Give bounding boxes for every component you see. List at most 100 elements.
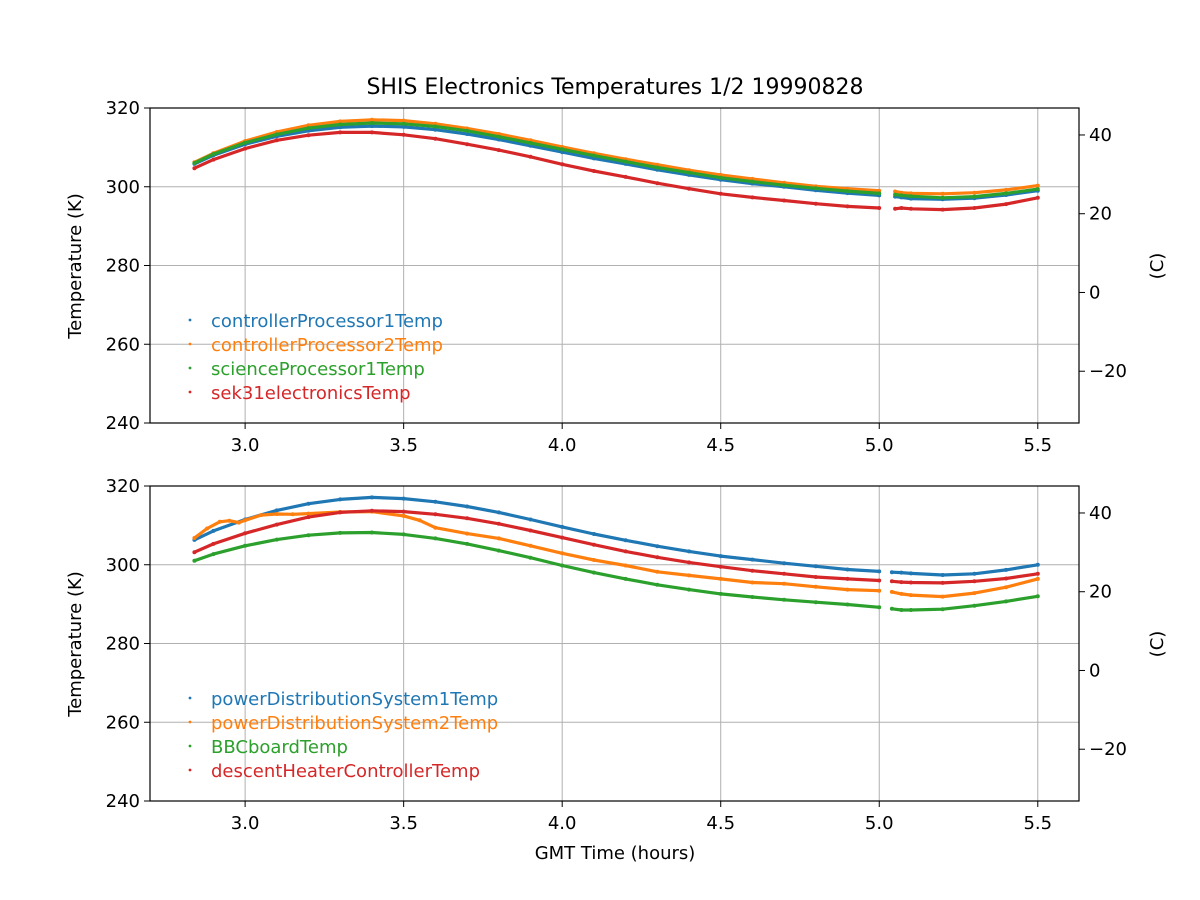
bottom-y-axis-label: Temperature (K) (65, 571, 86, 718)
data-point (338, 510, 343, 515)
data-point (465, 504, 470, 509)
data-point (687, 573, 691, 578)
data-point (845, 587, 850, 592)
data-point (940, 191, 945, 196)
top-y2-axis-label: (C) (1147, 253, 1168, 280)
data-point (909, 191, 913, 196)
y2-tick-label: 0 (1089, 282, 1100, 303)
data-point (243, 140, 248, 145)
data-point (528, 555, 533, 560)
data-point (211, 552, 216, 557)
data-point (192, 550, 197, 555)
data-point (306, 123, 311, 128)
data-point (623, 174, 628, 179)
data-point (591, 558, 596, 562)
data-point (274, 537, 279, 542)
data-point (877, 206, 882, 210)
data-point (750, 179, 755, 184)
data-point (1035, 576, 1040, 581)
data-point (909, 608, 913, 612)
data-point (718, 172, 723, 177)
data-point (750, 595, 755, 599)
top-legend: controllerProcessor1Temp controllerProces… (188, 311, 443, 404)
data-point (813, 584, 818, 589)
legend-label: controllerProcessor1Temp (211, 311, 443, 332)
x-tick-label: 5.0 (865, 813, 894, 834)
data-point (369, 508, 374, 513)
y-tick-label: 240 (106, 791, 140, 812)
y-tick-label: 260 (106, 334, 140, 355)
x-tick-label: 4.0 (548, 435, 577, 456)
data-point (528, 528, 533, 533)
data-point (369, 495, 374, 500)
data-point (687, 587, 691, 592)
data-point (1035, 187, 1040, 192)
data-point (845, 567, 850, 572)
data-point (877, 588, 882, 593)
data-point (909, 206, 913, 211)
data-point (338, 119, 343, 124)
data-point (211, 541, 216, 546)
legend-marker (188, 342, 192, 346)
data-point (940, 573, 945, 577)
data-point (718, 191, 723, 196)
data-point (877, 605, 882, 610)
data-point (782, 561, 787, 566)
data-point (306, 133, 311, 138)
data-point (528, 141, 533, 145)
y2-tick-label: 40 (1089, 125, 1112, 146)
series-sek31electronicsTemp (192, 130, 1040, 212)
data-point (496, 134, 501, 139)
data-point (211, 528, 216, 533)
data-point (813, 575, 818, 579)
data-point (889, 589, 894, 594)
data-point (889, 606, 894, 611)
y2-tick-label: 0 (1089, 660, 1100, 681)
y-tick-label: 320 (106, 476, 140, 497)
data-point (750, 195, 755, 200)
data-point (813, 564, 818, 569)
data-point (655, 569, 660, 574)
data-point (496, 536, 501, 541)
legend-label: BBCboardTemp (211, 737, 348, 758)
data-point (290, 512, 295, 517)
y-tick-label: 320 (106, 98, 140, 119)
data-point (338, 497, 343, 502)
data-point (623, 563, 628, 568)
data-point (369, 121, 374, 125)
data-point (655, 555, 660, 560)
data-point (369, 117, 374, 122)
data-point (972, 206, 977, 210)
data-point (1004, 191, 1009, 196)
data-point (259, 513, 263, 518)
y-tick-label: 300 (106, 555, 140, 576)
data-point (433, 525, 438, 530)
data-point (750, 557, 755, 562)
data-point (655, 582, 660, 587)
data-point (1035, 562, 1040, 567)
data-point (1035, 183, 1040, 188)
data-point (401, 124, 406, 129)
data-point (655, 181, 660, 186)
top-plot-area (192, 117, 1040, 212)
data-point (591, 169, 596, 173)
data-point (591, 153, 596, 158)
data-point (1004, 567, 1009, 572)
data-point (465, 531, 470, 536)
data-point (401, 513, 406, 518)
data-point (528, 517, 533, 522)
data-point (243, 518, 248, 523)
data-point (972, 571, 977, 576)
data-point (496, 510, 501, 515)
data-point (718, 554, 723, 559)
data-point (338, 125, 343, 130)
data-point (623, 576, 628, 581)
data-point (591, 570, 596, 575)
data-point (217, 519, 222, 524)
data-point (909, 593, 913, 598)
data-point (465, 516, 470, 521)
data-point (465, 541, 470, 546)
y-tick-label: 300 (106, 177, 140, 198)
data-point (433, 136, 438, 141)
top-y-axis-label: Temperature (K) (65, 193, 86, 340)
